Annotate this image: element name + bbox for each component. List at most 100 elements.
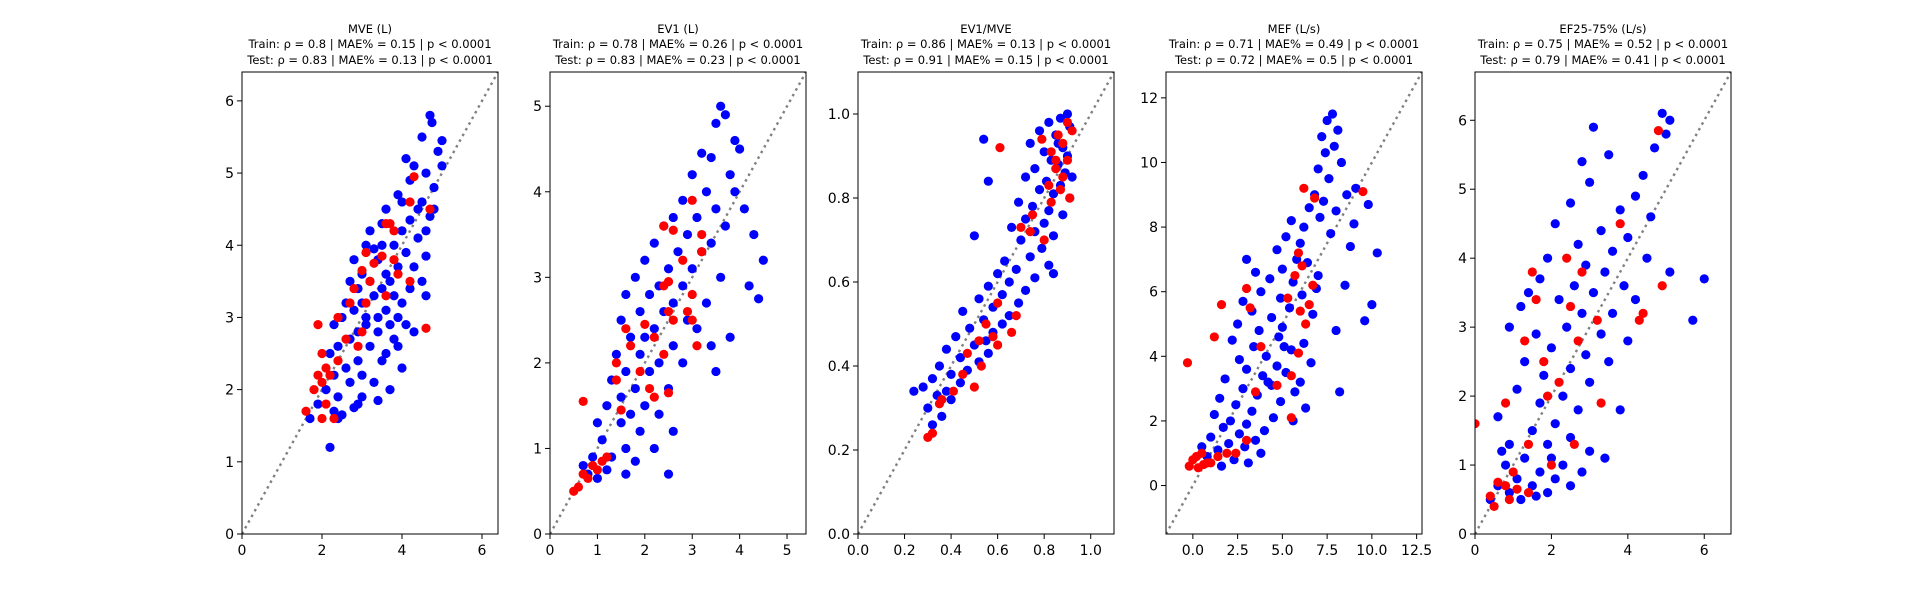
- train-point: [381, 305, 391, 315]
- y-tick-label: 12: [1140, 91, 1158, 107]
- y-tick-label: 6: [1149, 285, 1158, 301]
- train-point: [1299, 338, 1309, 348]
- panel-title: MVE (L): [348, 22, 392, 36]
- train-point: [1234, 429, 1244, 439]
- train-point: [385, 276, 395, 286]
- test-point: [317, 413, 327, 424]
- train-point: [1272, 245, 1282, 255]
- train-point: [1308, 309, 1318, 319]
- train-point: [377, 240, 387, 250]
- y-tick-label: 1: [225, 455, 234, 471]
- train-point: [1304, 203, 1314, 213]
- train-point: [353, 399, 363, 409]
- train-point: [1218, 422, 1228, 432]
- test-point: [1657, 281, 1667, 291]
- test-point: [1283, 293, 1293, 303]
- x-tick-label: 2: [1547, 543, 1556, 559]
- test-point: [976, 361, 986, 371]
- plot-frame: [241, 71, 499, 535]
- train-point: [616, 315, 626, 325]
- test-point: [1286, 413, 1296, 423]
- test-point: [1539, 357, 1549, 367]
- y-tick-label: 3: [533, 270, 542, 286]
- train-point: [1317, 132, 1327, 142]
- train-point: [1331, 325, 1341, 336]
- train-point: [1281, 232, 1291, 242]
- train-point: [1216, 461, 1227, 471]
- train-point: [1000, 256, 1010, 266]
- train-point: [1011, 264, 1021, 274]
- scatter-panel-2: EV1 (L)Train: ρ = 0.78 | MAE% = 0.26 | p…: [533, 22, 807, 559]
- train-point: [401, 320, 411, 330]
- train-point: [1256, 448, 1266, 458]
- test-point: [353, 341, 363, 351]
- train-point: [981, 336, 991, 346]
- test-point: [321, 363, 331, 373]
- train-point: [345, 276, 355, 286]
- train-point: [1250, 267, 1261, 277]
- train-point: [1275, 293, 1286, 303]
- train-point: [1275, 396, 1286, 407]
- train-point: [1241, 419, 1252, 429]
- train-point: [744, 281, 754, 291]
- test-point: [1241, 283, 1252, 294]
- y-tick-label: 1: [1458, 458, 1467, 474]
- train-point: [1313, 164, 1323, 174]
- train-point: [673, 247, 683, 257]
- test-point: [1577, 267, 1587, 277]
- test-point: [1500, 481, 1511, 491]
- test-point: [981, 319, 991, 329]
- train-point: [1550, 474, 1560, 484]
- train-point: [597, 435, 607, 445]
- train-point: [377, 283, 387, 294]
- test-point: [1489, 501, 1499, 512]
- train-point: [983, 348, 993, 358]
- train-point: [1315, 212, 1325, 222]
- train-point: [635, 426, 645, 436]
- test-point: [1531, 294, 1541, 305]
- train-point: [1048, 269, 1059, 279]
- train-point: [1585, 377, 1595, 387]
- x-tick-label: 4: [1623, 543, 1632, 559]
- scatter-panel-5: EF25-75% (L/s)Train: ρ = 0.75 | MAE% = 0…: [1458, 22, 1732, 559]
- x-tick-label: 6: [478, 543, 487, 559]
- train-point: [1243, 458, 1253, 468]
- train-point: [578, 460, 588, 471]
- x-tick-label: 1: [593, 543, 602, 559]
- train-point: [1531, 329, 1541, 339]
- train-point: [1581, 350, 1591, 360]
- train-point: [1336, 157, 1347, 168]
- train-point: [1649, 143, 1660, 153]
- test-point: [649, 392, 659, 402]
- train-point: [621, 443, 631, 454]
- train-point: [1286, 345, 1296, 355]
- test-point: [1065, 193, 1075, 203]
- train-point: [1573, 405, 1583, 415]
- test-point: [663, 306, 674, 317]
- test-point: [659, 349, 669, 359]
- train-point: [1220, 374, 1230, 384]
- train-point: [377, 356, 387, 366]
- train-point: [1209, 409, 1219, 420]
- test-point: [1290, 270, 1300, 281]
- test-point: [313, 320, 323, 330]
- test-point: [1309, 193, 1320, 203]
- train-point: [1013, 197, 1024, 207]
- test-point: [1634, 315, 1644, 325]
- test-point: [1046, 147, 1056, 157]
- train-point: [1512, 384, 1522, 394]
- test-point: [385, 218, 395, 229]
- x-tick-label: 3: [688, 543, 697, 559]
- train-point: [1039, 147, 1049, 157]
- train-point: [927, 374, 938, 384]
- test-point: [1297, 261, 1307, 271]
- points-group: [1182, 109, 1382, 473]
- train-point: [1565, 432, 1576, 443]
- train-point: [397, 197, 407, 207]
- train-point: [630, 383, 640, 394]
- panel-train-stats: Train: ρ = 0.86 | MAE% = 0.13 | p < 0.00…: [860, 37, 1111, 51]
- panel-title: EV1/MVE: [960, 22, 1011, 36]
- test-point: [1016, 222, 1026, 232]
- test-point: [687, 289, 697, 300]
- train-point: [1527, 481, 1537, 491]
